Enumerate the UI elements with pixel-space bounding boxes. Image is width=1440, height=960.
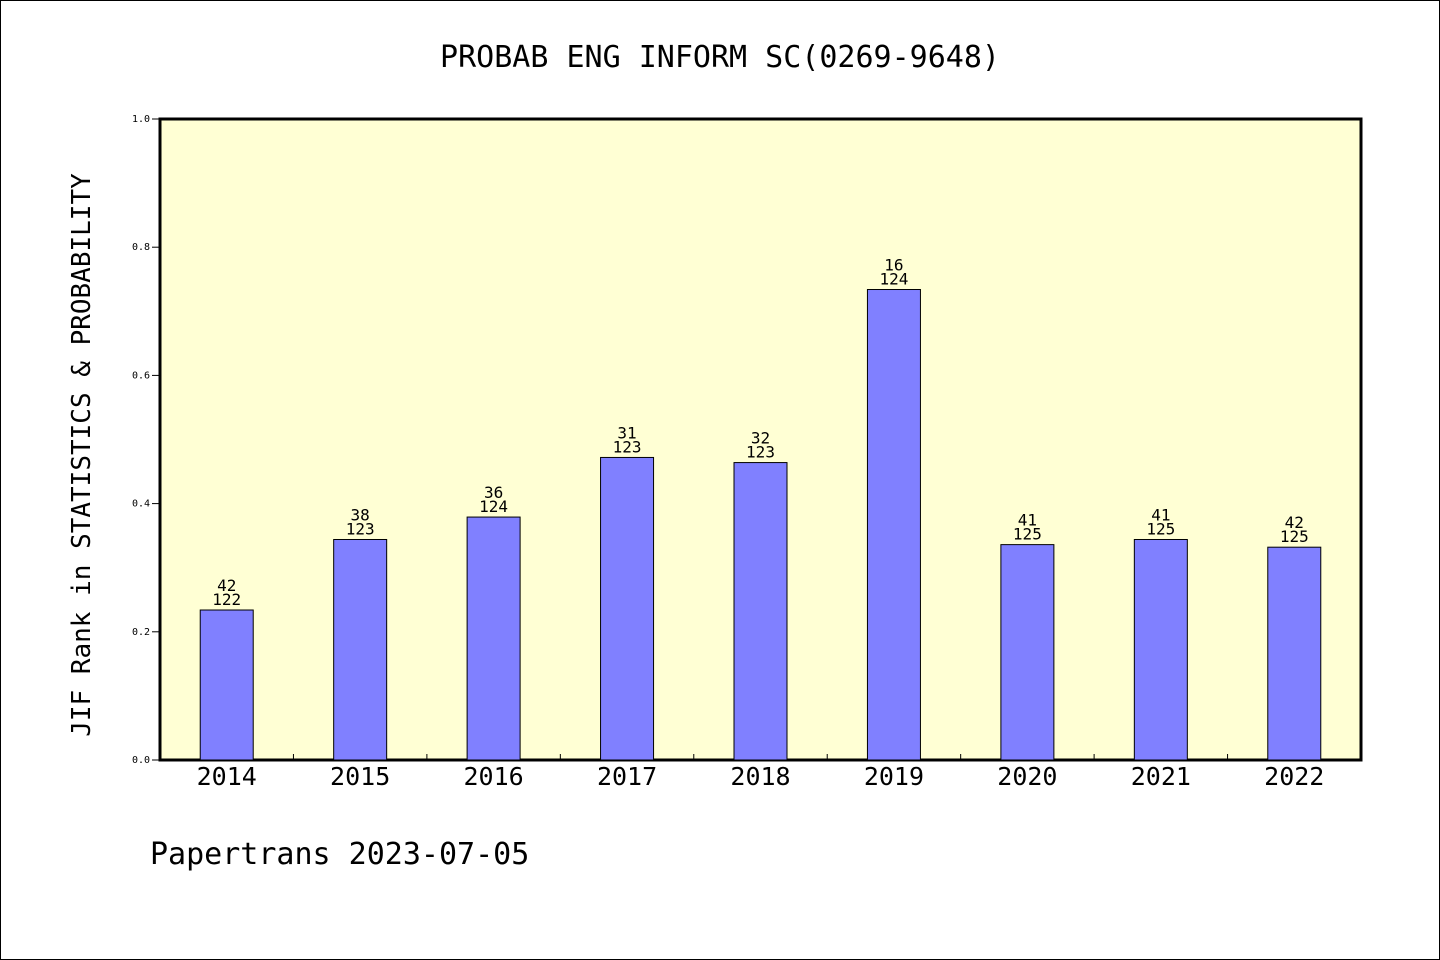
y-tick-label: 0.8 xyxy=(132,242,150,253)
bar-total-label: 123 xyxy=(746,443,775,462)
bar-total-label: 124 xyxy=(879,270,908,289)
y-tick-label: 1.0 xyxy=(132,114,150,125)
x-tick-label: 2022 xyxy=(1264,762,1324,791)
bar-total-label: 125 xyxy=(1013,525,1042,544)
y-tick-label: 0.6 xyxy=(132,370,150,381)
x-tick-label: 2020 xyxy=(997,762,1057,791)
bar-total-label: 125 xyxy=(1280,527,1309,546)
bar-rank-label: 42 xyxy=(217,576,236,595)
y-tick-label: 0.2 xyxy=(132,627,150,638)
bar-2019 xyxy=(866,289,921,761)
bar-series xyxy=(199,289,1322,761)
bar-2015 xyxy=(333,538,388,761)
chart-title: PROBAB ENG INFORM SC(0269-9648) xyxy=(440,40,1000,75)
bar-rank-label: 36 xyxy=(484,483,503,502)
bar-2016 xyxy=(466,516,521,761)
bar-total-label: 124 xyxy=(479,497,508,516)
y-axis-label: JIF Rank in STATISTICS & PROBABILITY xyxy=(67,173,97,737)
bar-rank-label: 41 xyxy=(1018,511,1037,530)
bar-total-label: 123 xyxy=(346,519,375,538)
x-axis-ticks xyxy=(292,754,1229,760)
bar-2021 xyxy=(1133,538,1188,761)
bar-2017 xyxy=(600,456,655,761)
bar-rank-label: 38 xyxy=(351,505,370,524)
bar-2014 xyxy=(199,609,254,761)
bar-rank-label: 42 xyxy=(1285,513,1304,532)
bar-total-label: 122 xyxy=(212,590,241,609)
x-tick-label: 2016 xyxy=(464,762,524,791)
x-axis-labels: 2014 2015 2016 2017 2018 2019 2020 2021 2022 xyxy=(197,762,1325,791)
x-tick-label: 2019 xyxy=(864,762,924,791)
y-tick-label: 0.4 xyxy=(132,499,150,510)
bar-2018 xyxy=(733,462,788,761)
x-tick-label: 2021 xyxy=(1131,762,1191,791)
footer-text: Papertrans 2023-07-05 xyxy=(150,837,529,872)
x-tick-label: 2018 xyxy=(730,762,790,791)
x-tick-label: 2017 xyxy=(597,762,657,791)
y-axis-ticks: 0.0 0.2 0.4 0.6 0.8 1.0 xyxy=(132,114,160,766)
bar-total-label: 125 xyxy=(1146,519,1175,538)
bar-rank-label: 16 xyxy=(884,256,903,275)
bar-total-label: 123 xyxy=(613,437,642,456)
bar-rank-label: 31 xyxy=(617,423,636,442)
x-tick-label: 2015 xyxy=(330,762,390,791)
y-tick-label: 0.0 xyxy=(132,755,150,766)
x-tick-label: 2014 xyxy=(197,762,257,791)
bar-rank-label: 41 xyxy=(1151,505,1170,524)
bar-2022 xyxy=(1267,546,1322,761)
bar-rank-label: 32 xyxy=(751,429,770,448)
bar-2020 xyxy=(1000,544,1055,761)
